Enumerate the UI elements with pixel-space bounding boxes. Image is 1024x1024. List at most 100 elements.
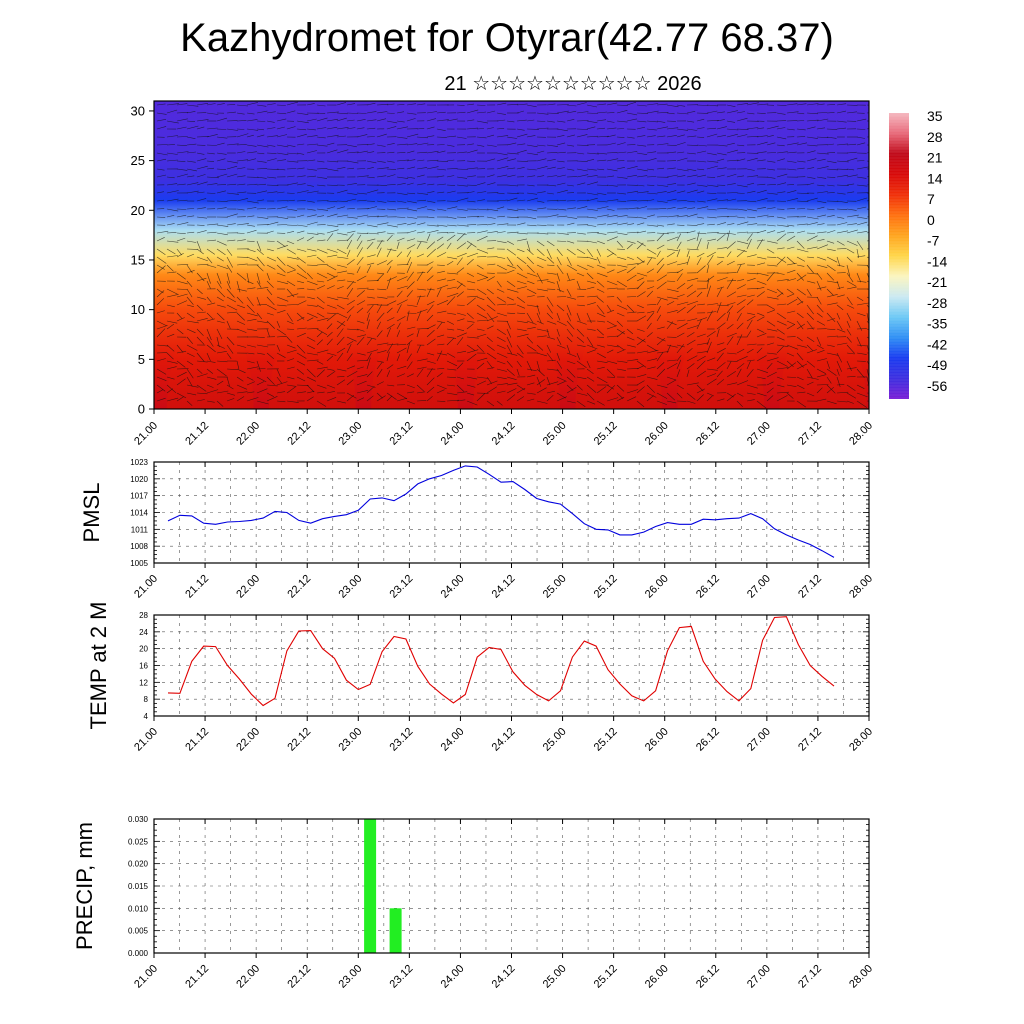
wind-vector-1069: [766, 216, 775, 218]
wind-vector-2687: [386, 395, 393, 402]
wind-vector-996: [756, 207, 766, 210]
wind-vector-1945: [166, 320, 178, 324]
wind-vector-1772: [596, 296, 604, 303]
wind-vector-2707: [586, 400, 596, 405]
wind-vector-475: [586, 152, 599, 155]
wind-vector-154: [256, 120, 266, 122]
wind-vector-31: [466, 103, 475, 106]
wind-vector-2535: [306, 384, 315, 393]
temp-series-line: [167, 616, 835, 707]
wind-vector-1215: [786, 232, 795, 234]
wind-vector-1790: [776, 292, 784, 298]
wind-vector-1253: [446, 234, 456, 242]
wind-vector-2711: [626, 396, 637, 402]
wind-vector-2725: [766, 395, 774, 402]
wind-vector-1129: [646, 224, 658, 227]
wind-vector-2446: [856, 368, 865, 378]
wind-vector-2521: [166, 384, 177, 394]
wind-vector-1519: [226, 272, 231, 284]
wind-vector-898: [496, 199, 508, 202]
wind-vector-1933: [766, 309, 775, 314]
wind-vector-729: [246, 183, 258, 186]
wind-vector-1002: [816, 206, 825, 210]
wind-vector-745: [406, 182, 414, 186]
wind-vector-805: [286, 192, 295, 194]
wind-vector-1685: [446, 286, 457, 290]
wind-vector-1065: [726, 215, 738, 218]
wind-vector-887: [386, 200, 396, 203]
wind-vector-1302: [216, 248, 226, 256]
pmsl-x-tick-label: 26.00: [643, 573, 671, 601]
wind-vector-348: [756, 135, 768, 138]
wind-vector-1236: [276, 240, 286, 247]
wind-vector-976: [556, 208, 567, 211]
wind-vector-2497: [646, 376, 658, 380]
wind-vector-2214: [696, 342, 709, 346]
wind-vector-2321: [326, 355, 334, 362]
field-x-tick-label: 26.00: [643, 420, 671, 448]
wind-vector-2731: [826, 400, 837, 405]
field-x-tick-label: 21.00: [132, 420, 160, 448]
wind-vector-104: [476, 111, 487, 114]
temp-x-tick-label: 25.12: [592, 726, 620, 754]
wind-vector-57: [726, 104, 736, 107]
wind-vector-2268: [516, 352, 524, 358]
wind-vector-818: [416, 192, 428, 195]
wind-vector-2412: [516, 368, 520, 376]
wind-vector-2179: [346, 341, 354, 346]
wind-vector-916: [676, 200, 687, 202]
wind-vector-906: [576, 199, 589, 202]
wind-vector-979: [586, 208, 598, 211]
wind-vector-2612: [356, 390, 369, 394]
wind-vector-2117: [446, 336, 457, 339]
wind-vector-274: [736, 128, 749, 130]
wind-vector-2183: [386, 343, 399, 346]
wind-vector-1394: [416, 253, 425, 258]
wind-vector-1893: [366, 304, 374, 314]
wind-vector-938: [176, 208, 187, 210]
wind-vector-1563: [666, 271, 679, 274]
wind-vector-5: [206, 103, 216, 106]
wind-vector-860: [836, 192, 846, 195]
wind-vector-1362: [816, 244, 829, 250]
precip-x-tick-label: 22.00: [234, 963, 262, 991]
wind-vector-2520: [156, 384, 166, 392]
wind-vector-236: [356, 127, 365, 130]
wind-vector-2323: [346, 353, 353, 362]
wind-vector-2207: [626, 344, 636, 348]
wind-vector-889: [406, 200, 417, 204]
wind-vector-1828: [436, 300, 449, 306]
wind-vector-945: [246, 207, 257, 210]
wind-vector-1011: [186, 215, 195, 218]
wind-vector-1965: [366, 312, 370, 322]
wind-vector-2722: [736, 400, 743, 408]
wind-vector-345: [726, 133, 738, 138]
wind-vector-487: [706, 152, 717, 156]
wind-vector-1811: [266, 304, 277, 311]
wind-vector-1658: [176, 288, 188, 290]
wind-vector-2529: [246, 381, 256, 386]
wind-vector-572: [836, 160, 849, 163]
wind-vector-1508: [836, 264, 845, 267]
wind-vector-562: [736, 158, 746, 162]
wind-vector-427: [826, 143, 835, 146]
wind-vector-1835: [506, 303, 516, 306]
wind-vector-679: [466, 175, 476, 178]
wind-vector-1381: [286, 256, 299, 260]
wind-vector-739: [346, 183, 357, 186]
wind-vector-504: [156, 158, 167, 162]
wind-vector-1574: [776, 272, 785, 275]
wind-vector-2280: [636, 350, 649, 354]
wind-vector-646: [856, 166, 869, 170]
precip-y-tick-label: 0.010: [128, 904, 149, 913]
wind-vector-201: [726, 120, 736, 123]
wind-vector-1110: [456, 224, 469, 227]
wind-vector-760: [556, 182, 566, 186]
wind-vector-2340: [516, 360, 522, 368]
wind-vector-1976: [476, 319, 489, 322]
wind-vector-757: [526, 184, 535, 187]
wind-vector-2601: [246, 391, 255, 394]
wind-vector-2328: [396, 354, 401, 362]
precip-x-tick-label: 27.12: [796, 963, 824, 991]
wind-vector-13: [286, 101, 299, 106]
